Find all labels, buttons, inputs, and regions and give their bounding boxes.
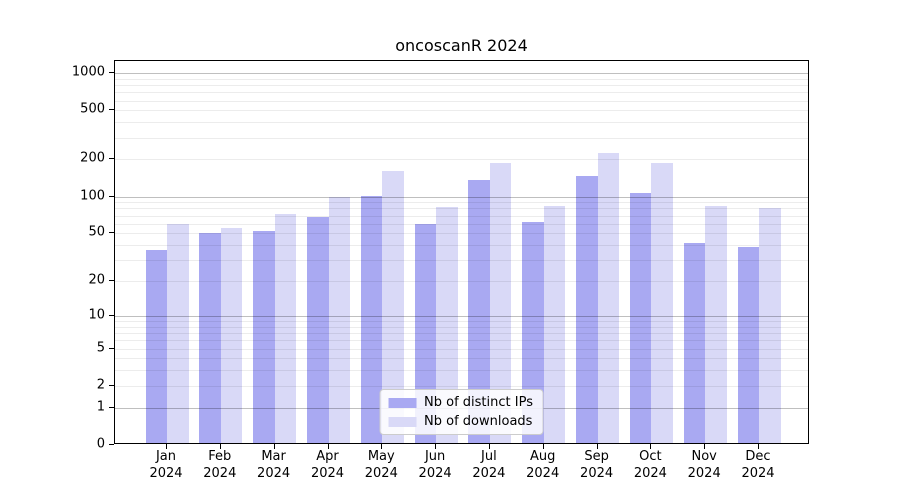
bar-ips-sep bbox=[576, 175, 598, 443]
x-tick-mark-nov bbox=[704, 444, 706, 449]
bar-downloads-mar bbox=[274, 213, 297, 443]
y-tick-label-100: 100 bbox=[80, 188, 105, 203]
x-tick-label-jul: Jul 2024 bbox=[472, 449, 506, 481]
bar-downloads-jan bbox=[167, 224, 189, 443]
x-tick-mark-jan bbox=[166, 444, 167, 449]
y-tick-label-10: 10 bbox=[88, 307, 105, 323]
x-tick-mark-jul bbox=[488, 444, 490, 449]
y-tick-label-50: 50 bbox=[88, 224, 105, 240]
y-tick-label-500: 500 bbox=[80, 101, 105, 117]
y-tick-mark-20 bbox=[109, 280, 114, 282]
bar-ips-jul bbox=[468, 180, 490, 443]
bar-downloads-jul bbox=[489, 162, 512, 443]
bar-downloads-aug bbox=[543, 206, 566, 443]
chart-title: oncoscanR 2024 bbox=[395, 36, 528, 55]
bar-downloads-may bbox=[382, 171, 404, 443]
bar-ips-feb bbox=[199, 233, 221, 443]
y-tick-mark-1 bbox=[109, 406, 114, 408]
x-tick-mark-apr bbox=[327, 444, 329, 449]
bar-ips-jun bbox=[414, 224, 437, 443]
y-tick-mark-2 bbox=[109, 384, 114, 386]
x-tick-label-mar: Mar 2024 bbox=[257, 449, 291, 481]
bar-ips-dec bbox=[737, 247, 759, 443]
legend-swatch-distinct-ips bbox=[388, 397, 417, 408]
x-tick-label-feb: Feb 2024 bbox=[203, 449, 237, 481]
x-tick-mark-dec bbox=[758, 444, 759, 449]
bar-downloads-jun bbox=[436, 207, 458, 443]
bar-downloads-apr bbox=[328, 196, 350, 443]
x-tick-label-may: May 2024 bbox=[364, 449, 398, 481]
y-tick-mark-50 bbox=[109, 232, 114, 234]
x-tick-mark-mar bbox=[273, 444, 275, 449]
y-tick-label-20: 20 bbox=[88, 272, 105, 288]
bar-downloads-oct bbox=[651, 163, 673, 443]
legend-swatch-downloads bbox=[388, 416, 417, 427]
y-tick-mark-500 bbox=[109, 109, 114, 111]
y-tick-label-2: 2 bbox=[96, 377, 105, 393]
y-tick-mark-10 bbox=[109, 314, 114, 316]
x-tick-label-aug: Aug 2024 bbox=[526, 449, 560, 481]
y-tick-label-200: 200 bbox=[80, 150, 105, 166]
bar-downloads-dec bbox=[759, 208, 781, 443]
y-tick-label-1000: 1000 bbox=[71, 64, 105, 80]
legend-item-distinct-ips: Nb of distinct IPs bbox=[388, 395, 533, 410]
x-tick-label-sep: Sep 2024 bbox=[580, 449, 614, 481]
legend-item-downloads: Nb of downloads bbox=[388, 414, 533, 429]
y-tick-mark-100 bbox=[109, 195, 114, 197]
bar-downloads-sep bbox=[597, 152, 620, 443]
y-tick-label-5: 5 bbox=[96, 340, 105, 355]
y-tick-mark-1000 bbox=[109, 72, 114, 73]
x-tick-mark-oct bbox=[650, 444, 652, 449]
x-tick-mark-sep bbox=[596, 444, 598, 449]
legend: Nb of distinct IPs Nb of downloads bbox=[379, 389, 544, 435]
bar-ips-nov bbox=[683, 243, 706, 443]
x-tick-mark-may bbox=[381, 444, 383, 449]
legend-label-distinct-ips: Nb of distinct IPs bbox=[424, 395, 533, 410]
x-tick-label-jun: Jun 2024 bbox=[418, 449, 452, 481]
bars-layer bbox=[115, 61, 808, 443]
x-tick-label-oct: Oct 2024 bbox=[633, 449, 667, 481]
x-tick-mark-feb bbox=[219, 444, 221, 449]
x-tick-label-nov: Nov 2024 bbox=[687, 449, 721, 481]
bar-ips-oct bbox=[629, 193, 652, 443]
x-tick-label-apr: Apr 2024 bbox=[310, 449, 345, 481]
x-tick-mark-aug bbox=[542, 444, 544, 449]
x-tick-label-dec: Dec 2024 bbox=[741, 449, 775, 481]
bar-ips-mar bbox=[253, 231, 275, 443]
x-tick-label-jan: Jan 2024 bbox=[149, 449, 183, 481]
bar-ips-jan bbox=[145, 250, 167, 443]
x-tick-mark-jun bbox=[435, 444, 437, 449]
bar-downloads-nov bbox=[705, 206, 727, 443]
legend-label-downloads: Nb of downloads bbox=[424, 414, 533, 429]
y-tick-mark-0 bbox=[109, 444, 114, 445]
bar-ips-may bbox=[360, 195, 383, 443]
y-tick-mark-5 bbox=[109, 347, 114, 349]
bar-ips-apr bbox=[307, 217, 329, 443]
plot-area: Nb of distinct IPs Nb of downloads bbox=[114, 60, 809, 444]
y-tick-mark-200 bbox=[109, 158, 114, 160]
bar-downloads-feb bbox=[220, 228, 243, 443]
bar-ips-aug bbox=[522, 221, 544, 443]
y-tick-label-1: 1 bbox=[96, 399, 105, 415]
y-tick-label-0: 0 bbox=[96, 436, 105, 452]
